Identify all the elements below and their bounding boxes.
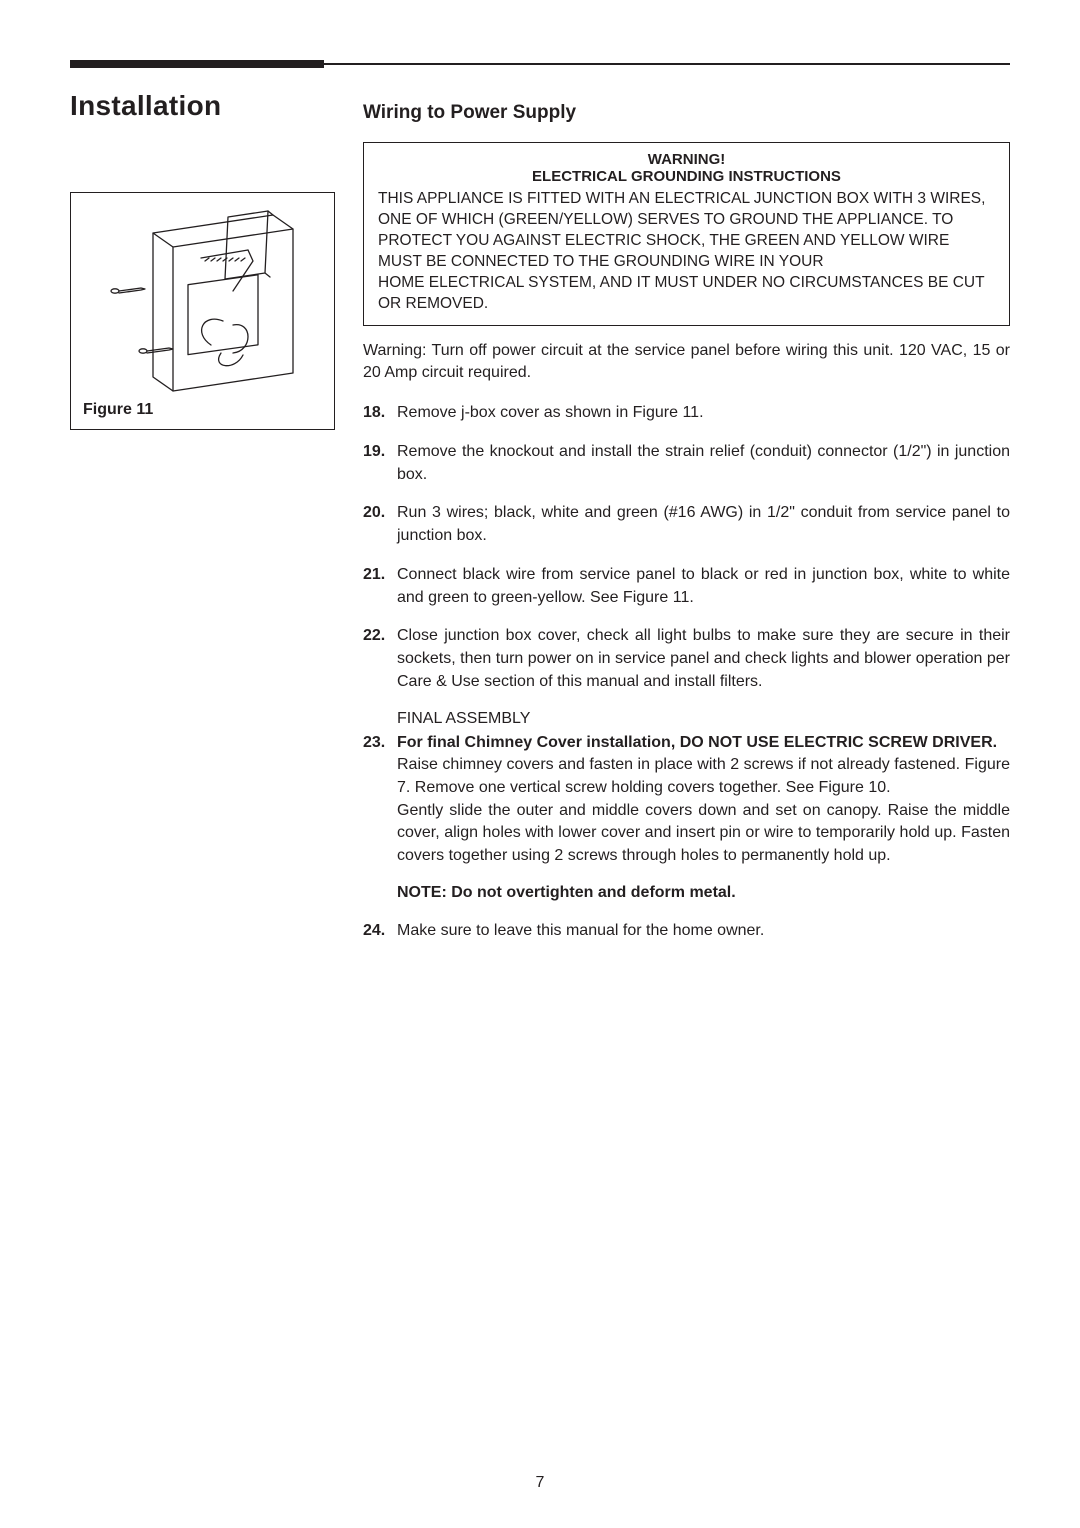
step-text: Close junction box cover, check all ligh…: [397, 625, 1010, 693]
warning-body-2: HOME ELECTRICAL SYSTEM, AND IT MUST UNDE…: [378, 273, 995, 315]
step-number: 18.: [363, 402, 397, 425]
subsection-title: Wiring to Power Supply: [363, 102, 1010, 124]
steps-list: 18. Remove j-box cover as shown in Figur…: [363, 402, 1010, 693]
content-columns: Installation: [70, 90, 1010, 959]
step-text: Remove the knockout and install the stra…: [397, 441, 1010, 486]
step-18: 18. Remove j-box cover as shown in Figur…: [363, 402, 1010, 425]
step-23: 23. For final Chimney Cover installation…: [363, 732, 1010, 868]
warning-box: WARNING! ELECTRICAL GROUNDING INSTRUCTIO…: [363, 142, 1010, 326]
step-text: For final Chimney Cover installation, DO…: [397, 732, 1010, 868]
step-19: 19. Remove the knockout and install the …: [363, 441, 1010, 486]
step-number: 22.: [363, 625, 397, 693]
step-number: 20.: [363, 502, 397, 547]
jbox-line-art-icon: [93, 203, 313, 393]
figure-11-box: Figure 11: [70, 192, 335, 430]
step-text: Connect black wire from service panel to…: [397, 564, 1010, 609]
step-text: Run 3 wires; black, white and green (#16…: [397, 502, 1010, 547]
warning-title: WARNING!: [378, 151, 995, 168]
note-line: NOTE: Do not overtighten and deform meta…: [397, 884, 1010, 902]
step-text: Make sure to leave this manual for the h…: [397, 920, 1010, 943]
step-23-bold: For final Chimney Cover installation, DO…: [397, 734, 997, 751]
step-20: 20. Run 3 wires; black, white and green …: [363, 502, 1010, 547]
steps-list-23: 23. For final Chimney Cover installation…: [363, 732, 1010, 868]
section-title: Installation: [70, 90, 335, 122]
right-column: Wiring to Power Supply WARNING! ELECTRIC…: [363, 90, 1010, 959]
step-22: 22. Close junction box cover, check all …: [363, 625, 1010, 693]
step-24: 24. Make sure to leave this manual for t…: [363, 920, 1010, 943]
step-number: 21.: [363, 564, 397, 609]
warning-body-1: THIS APPLIANCE IS FITTED WITH AN ELECTRI…: [378, 189, 995, 273]
step-text: Remove j-box cover as shown in Figure 11…: [397, 402, 1010, 425]
step-21: 21. Connect black wire from service pane…: [363, 564, 1010, 609]
page-number: 7: [0, 1474, 1080, 1492]
intro-paragraph: Warning: Turn off power circuit at the s…: [363, 340, 1010, 385]
step-number: 23.: [363, 732, 397, 868]
step-number: 24.: [363, 920, 397, 943]
warning-subtitle: ELECTRICAL GROUNDING INSTRUCTIONS: [378, 168, 995, 185]
step-23-p2: Gently slide the outer and middle covers…: [397, 802, 1010, 864]
final-assembly-heading: FINAL ASSEMBLY: [397, 710, 1010, 728]
steps-list-24: 24. Make sure to leave this manual for t…: [363, 920, 1010, 943]
header-rule: [70, 60, 1010, 68]
figure-11-illustration: [83, 203, 322, 393]
header-rule-thick: [70, 60, 324, 68]
left-column: Installation: [70, 90, 335, 959]
step-number: 19.: [363, 441, 397, 486]
step-23-p1: Raise chimney covers and fasten in place…: [397, 756, 1010, 796]
header-rule-thin: [324, 63, 1010, 65]
figure-caption: Figure 11: [83, 401, 322, 419]
